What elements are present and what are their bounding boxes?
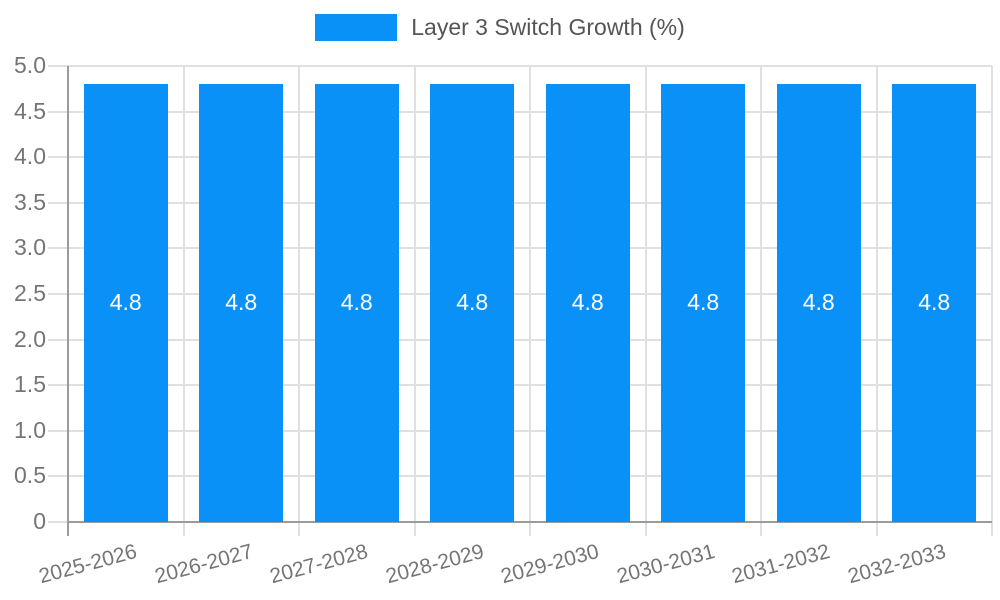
x-axis-tick [529,522,531,536]
bar-value-label: 4.8 [109,289,142,316]
x-axis-tick [991,522,993,536]
gridline-vertical [413,66,416,522]
y-tick-label: 5.0 [14,52,46,78]
y-tick-label: 0 [33,508,46,534]
legend-label: Layer 3 Switch Growth (%) [411,14,685,40]
y-tick-label: 1.0 [14,416,46,443]
x-axis-tick [413,522,416,536]
x-axis-tick [67,522,69,536]
y-tick-label: 3.5 [14,188,46,215]
y-tick-label: 1.5 [14,371,46,398]
bar [892,84,977,522]
y-tick-label: 4.0 [14,143,46,170]
gridline-vertical [760,66,762,522]
y-tick-label: 4.5 [14,97,46,124]
y-axis-tick [48,338,68,341]
x-tick-label: 2030-2031 [614,540,718,589]
y-axis-tick [48,247,68,250]
x-axis-tick [760,522,762,536]
x-tick-label: 2032-2033 [845,540,949,589]
x-tick-label: 2031-2032 [729,540,833,589]
gridline-vertical [644,66,647,522]
x-axis-tick [644,522,647,536]
bar-value-label: 4.8 [225,289,258,316]
gridline-vertical [298,66,300,522]
x-tick-label: 2028-2029 [383,540,487,589]
bar-value-label: 4.8 [802,289,835,316]
x-tick-label: 2025-2026 [36,540,140,589]
y-axis-tick [48,293,68,295]
y-axis-tick [48,521,68,523]
y-tick-label: 2.5 [14,280,46,306]
bar [661,84,746,522]
y-tick-label: 3.0 [14,234,46,261]
bar-value-label: 4.8 [340,289,373,316]
gridline-vertical [991,66,993,522]
bar [545,84,630,522]
bar-value-label: 4.8 [918,289,951,316]
y-axis-tick [48,110,68,113]
bar [199,84,284,522]
y-axis-tick [48,429,68,432]
y-axis-tick [48,475,68,478]
x-axis-line [68,521,992,523]
y-axis-tick [48,384,68,387]
y-tick-label: 0.5 [14,462,46,489]
y-axis-tick [48,156,68,159]
x-tick-label: 2027-2028 [267,540,371,589]
x-tick-label: 2029-2030 [498,540,602,589]
gridline-vertical [529,66,531,522]
bar [430,84,515,522]
y-tick-label: 2.0 [14,325,46,352]
bar [314,84,399,522]
gridline-vertical [875,66,878,522]
x-axis-tick [298,522,300,536]
plot-area: 0 0.5 1.0 1.5 2.0 2.5 3.0 3.5 4.0 4.5 5.0 4.8 4.8 4.8… [14,54,993,588]
y-axis-line [67,66,69,522]
y-axis-tick [48,65,68,67]
chart-legend: Layer 3 Switch Growth (%) [0,14,1000,41]
x-tick-label: 2026-2027 [152,540,256,589]
bar-value-label: 4.8 [456,289,489,316]
bar-value-label: 4.8 [571,289,604,316]
bar [776,84,861,522]
gridline-vertical [182,66,185,522]
y-axis-tick [48,201,68,204]
x-axis-tick [182,522,185,536]
legend-swatch [315,14,398,41]
x-axis-tick [875,522,878,536]
bar-value-label: 4.8 [687,289,720,316]
bar [83,84,168,522]
